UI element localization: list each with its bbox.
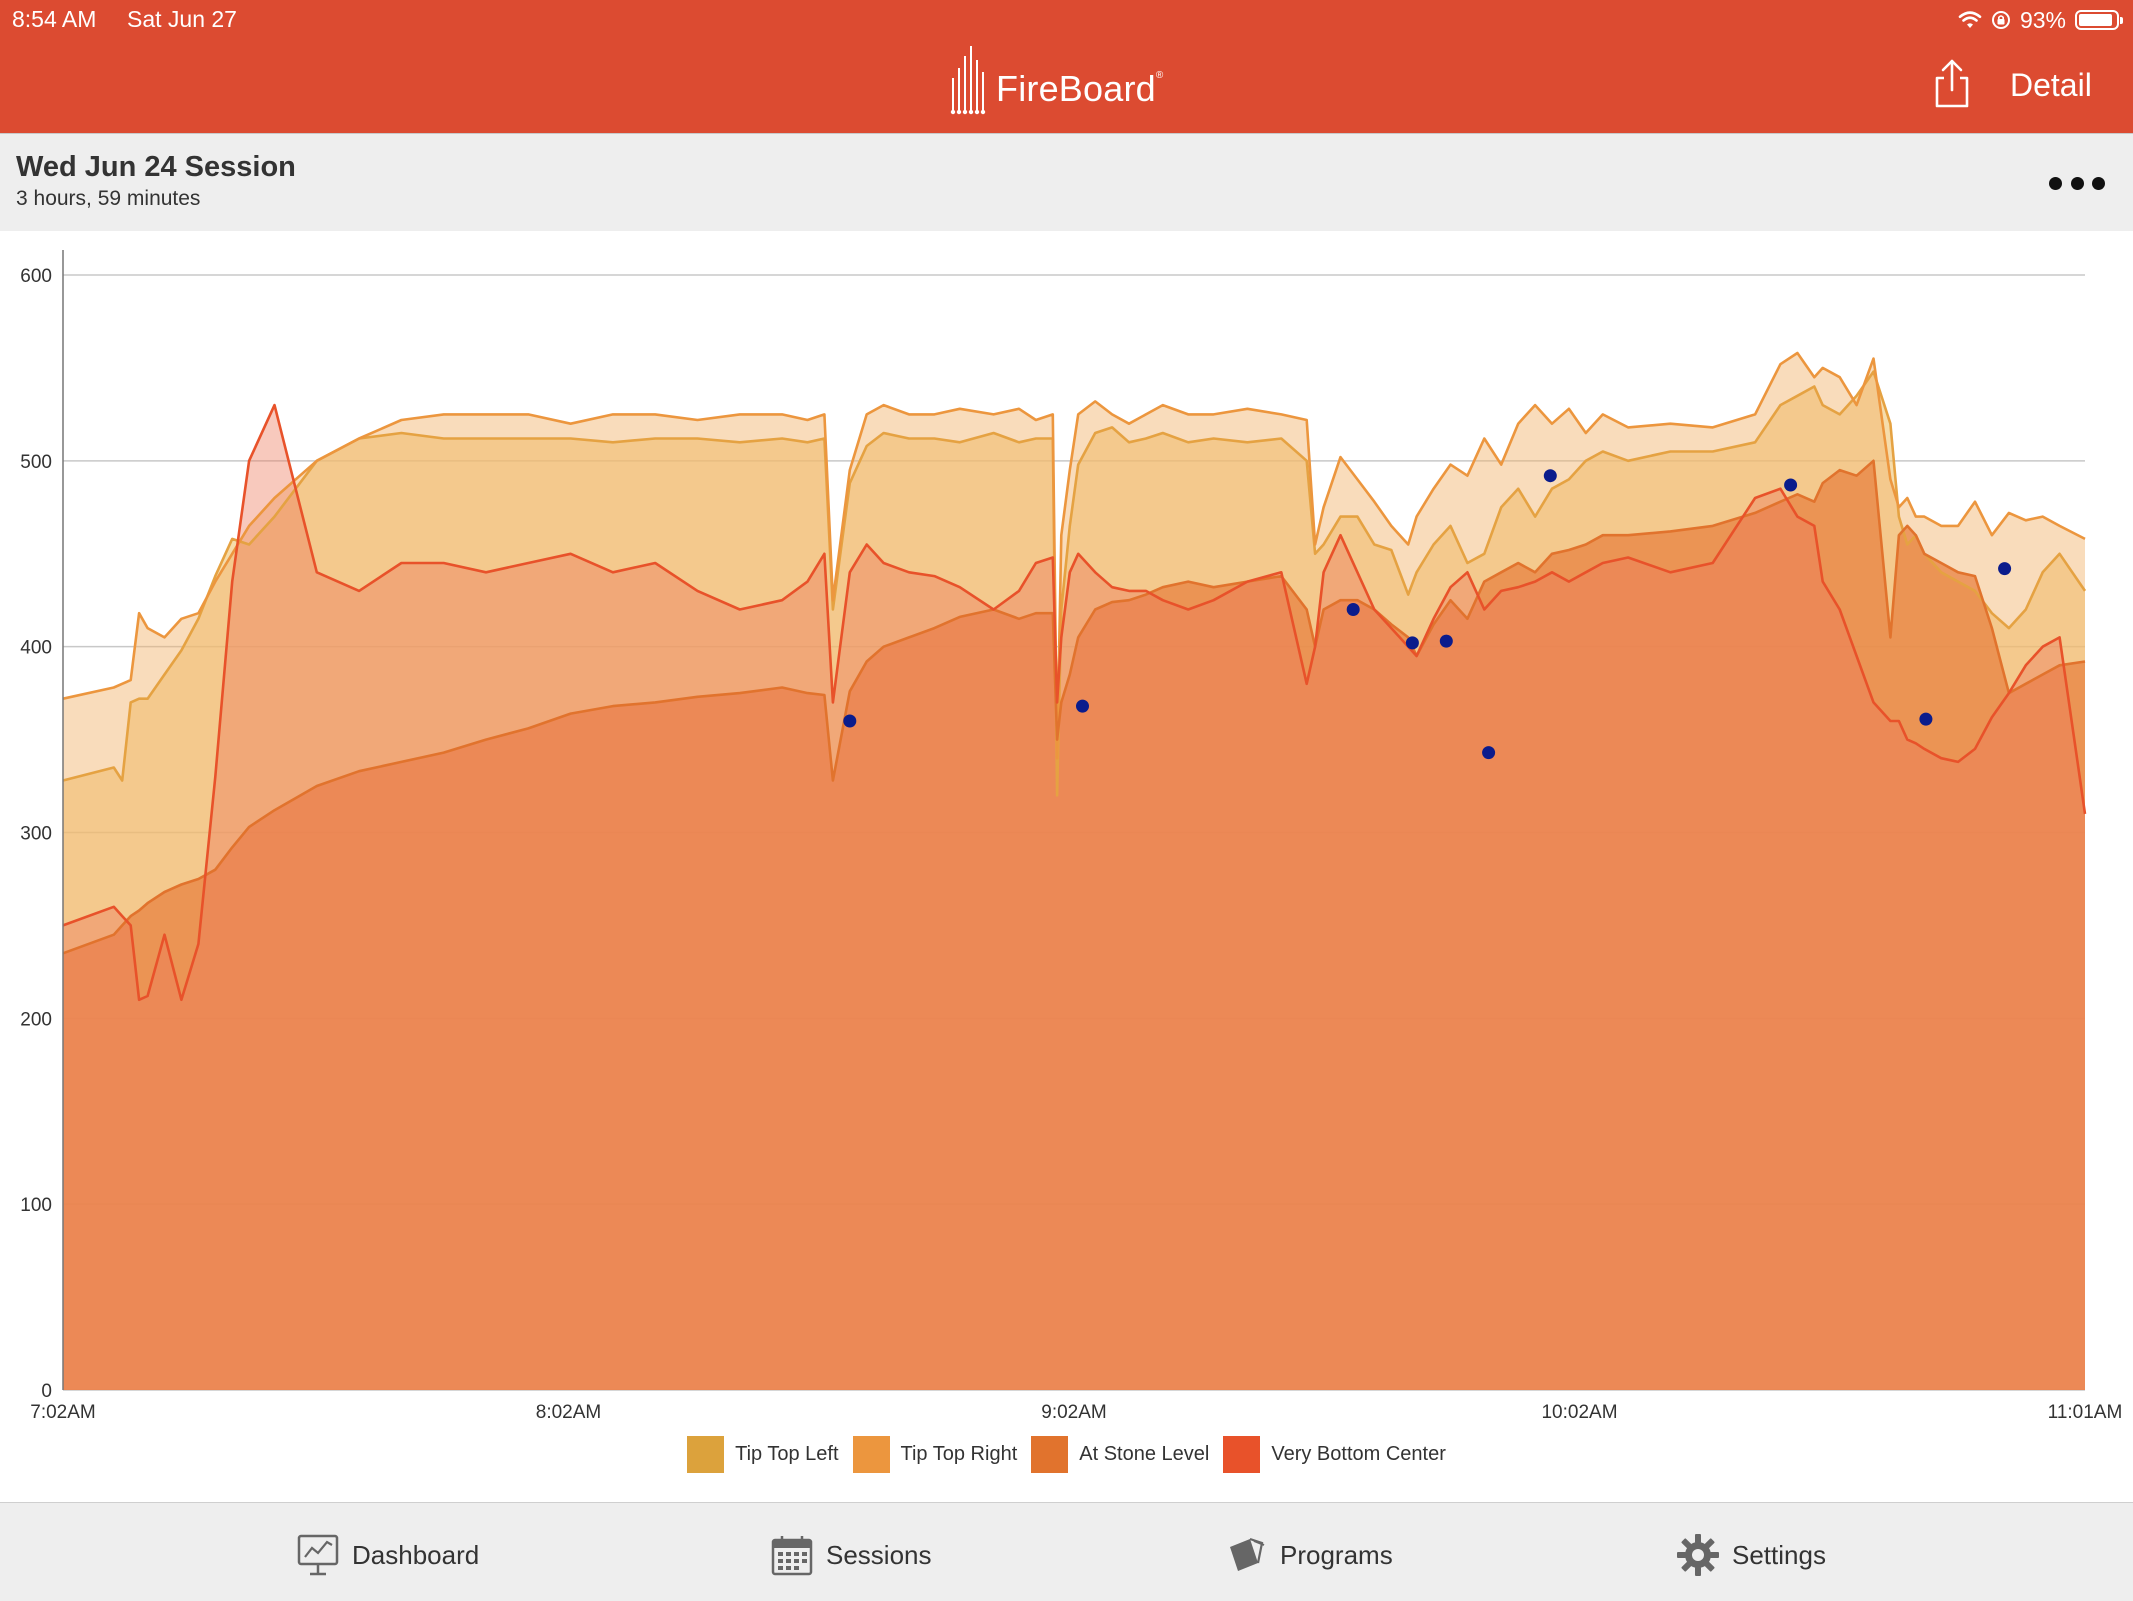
y-tick-label: 100 (20, 1195, 52, 1216)
x-tick-label: 9:02AM (1041, 1402, 1106, 1423)
chart-axes: 0 100 200 300 400 500 600 7:02AM 8:02AM 9:02AM 10:… (20, 250, 2122, 1423)
y-tick-label: 600 (20, 266, 52, 287)
series-line-at-stone-level (62, 459, 2086, 955)
dashboard-icon (297, 1534, 339, 1576)
event-marker (1076, 699, 1089, 713)
chart-legend: Tip Top Left Tip Top Right At Stone Leve… (0, 1436, 2133, 1473)
x-tick-label: 10:02AM (1541, 1402, 1617, 1423)
battery-percent: 93% (2019, 6, 2066, 33)
status-time: 8:54 AM (12, 6, 97, 32)
battery-icon (2075, 10, 2123, 30)
rotation-lock-icon (1991, 11, 2010, 29)
chart-lines (62, 351, 2087, 1002)
top-bar: 8:54 AM Sat Jun 27 93% (0, 0, 2133, 133)
tab-label: Dashboard (352, 1539, 480, 1570)
temperature-chart: 0 100 200 300 400 500 600 7:02AM 8:02AM 9:02AM 10:… (20, 250, 2122, 1423)
legend-label: At Stone Level (1079, 1443, 1210, 1465)
x-tick-label: 11:01AM (2048, 1402, 2123, 1423)
legend-item-very-bottom-center: Very Bottom Center (1223, 1436, 1446, 1473)
more-dot-icon (2092, 177, 2105, 190)
event-marker (1998, 562, 2012, 576)
share-button[interactable] (1930, 58, 1974, 110)
y-tick-label: 400 (20, 638, 52, 659)
logo-mark-icon (950, 46, 986, 115)
series-line-tip-top-right (62, 351, 2086, 760)
series-line-tip-top-left (62, 370, 2087, 797)
legend-swatch (1031, 1436, 1069, 1473)
legend-label: Tip Top Right (900, 1443, 1018, 1465)
legend-item-at-stone-level: At Stone Level (1031, 1436, 1209, 1473)
tab-bar: Dashboard Sessions Programs (0, 1502, 2133, 1601)
more-dot-icon (2070, 177, 2084, 190)
y-tick-label: 200 (20, 1009, 52, 1030)
tab-label: Programs (1280, 1539, 1393, 1570)
event-marker (1405, 636, 1419, 650)
x-tick-label: 8:02AM (536, 1402, 601, 1423)
y-tick-label: 300 (20, 824, 52, 845)
event-marker (843, 714, 857, 728)
more-dot-icon (2049, 177, 2062, 190)
event-marker (1346, 603, 1360, 616)
fireboard-logo: FireBoard® (948, 44, 1163, 116)
programs-icon (1230, 1537, 1265, 1571)
series-area-at-stone-level (63, 460, 2085, 1390)
logo-text: FireBoard (996, 68, 1156, 109)
chart-markers (843, 469, 2012, 760)
tab-programs[interactable]: Programs (1224, 1531, 1393, 1579)
status-indicators: 93% (1958, 5, 2123, 35)
event-marker (1482, 746, 1496, 760)
legend-label: Very Bottom Center (1271, 1443, 1446, 1465)
tab-label: Settings (1732, 1539, 1826, 1570)
session-duration: 3 hours, 59 minutes (16, 187, 201, 210)
event-marker (1919, 712, 1933, 726)
more-options-button[interactable] (2049, 177, 2105, 191)
tab-settings[interactable]: Settings (1676, 1531, 1826, 1579)
calendar-icon (771, 1536, 813, 1576)
legend-item-tip-top-right: Tip Top Right (852, 1436, 1018, 1473)
chart-areas (63, 353, 2085, 1391)
tab-sessions[interactable]: Sessions (770, 1531, 932, 1579)
detail-button[interactable]: Detail (2010, 67, 2092, 103)
x-tick-label: 7:02AM (30, 1402, 95, 1423)
event-marker (1784, 478, 1798, 492)
event-marker (1439, 634, 1453, 648)
gear-icon (1677, 1534, 1719, 1576)
tab-dashboard[interactable]: Dashboard (296, 1531, 479, 1579)
legend-swatch (1223, 1436, 1261, 1473)
event-marker (1543, 469, 1557, 483)
status-date: Sat Jun 27 (127, 6, 237, 32)
legend-label: Tip Top Left (735, 1443, 839, 1465)
y-tick-label: 0 (41, 1381, 52, 1402)
series-area-very-bottom-center (63, 405, 2085, 1391)
session-header: Wed Jun 24 Session 3 hours, 59 minutes (0, 133, 2133, 231)
tab-label: Sessions (826, 1539, 932, 1570)
legend-swatch (852, 1436, 890, 1473)
session-title: Wed Jun 24 Session (16, 151, 296, 183)
legend-item-tip-top-left: Tip Top Left (687, 1436, 839, 1473)
wifi-icon (1958, 11, 1982, 28)
series-line-very-bottom-center (62, 403, 2087, 1002)
legend-swatch (687, 1436, 725, 1473)
y-tick-label: 500 (20, 452, 52, 473)
